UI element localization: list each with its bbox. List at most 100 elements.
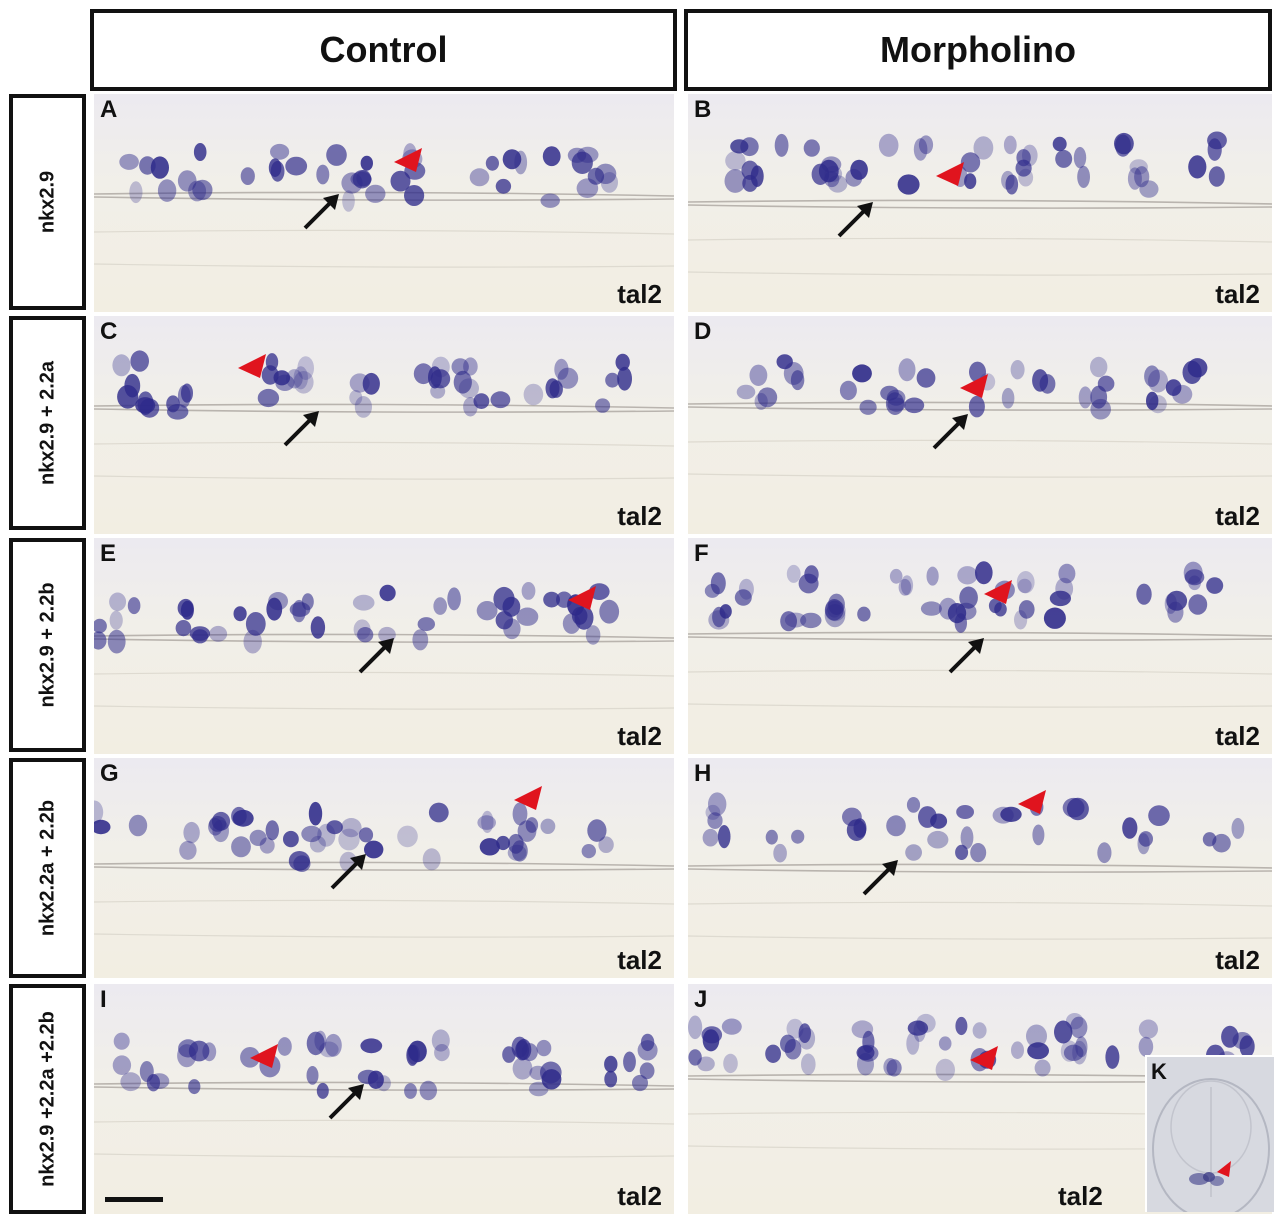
row-label-text: nkx2.9 +2.2a +2.2b bbox=[36, 1011, 58, 1187]
stained-cell bbox=[257, 388, 280, 408]
stained-cell bbox=[139, 156, 156, 175]
stained-cell bbox=[1165, 379, 1182, 396]
red-arrowhead-icon bbox=[1018, 790, 1046, 814]
stained-cell bbox=[1202, 832, 1217, 847]
row-label-1: nkx2.9 bbox=[9, 94, 86, 310]
stained-cell bbox=[1018, 600, 1035, 619]
panel-marker-label: tal2 bbox=[1215, 945, 1260, 975]
stained-cell bbox=[477, 815, 497, 830]
panel-marker-label: tal2 bbox=[1215, 721, 1260, 751]
stained-cell bbox=[94, 618, 107, 634]
stained-cell bbox=[240, 1047, 260, 1068]
stained-cell bbox=[784, 1038, 802, 1060]
stained-cell bbox=[723, 1053, 738, 1074]
stained-cell bbox=[604, 1070, 618, 1088]
stained-cell bbox=[316, 1082, 329, 1099]
stained-cell bbox=[268, 592, 288, 611]
stained-cell bbox=[94, 631, 107, 650]
red-arrowhead-icon bbox=[568, 586, 596, 610]
stained-cell bbox=[1062, 797, 1085, 818]
red-arrowhead-icon bbox=[250, 1044, 278, 1068]
stained-cell bbox=[326, 144, 347, 166]
stained-cell bbox=[585, 625, 601, 645]
stained-cell bbox=[293, 371, 314, 394]
stained-cell bbox=[1239, 1035, 1255, 1058]
stained-cell bbox=[357, 627, 374, 643]
stained-cell bbox=[453, 370, 472, 394]
stained-cell bbox=[632, 1074, 648, 1092]
stained-cell bbox=[525, 817, 539, 833]
panel-letter: E bbox=[100, 540, 117, 567]
stained-cell bbox=[245, 612, 266, 636]
micrograph-panel-d: D tal2 bbox=[688, 316, 1272, 534]
arrow-icon bbox=[952, 414, 968, 430]
row-label-text: nkx2.9 bbox=[36, 170, 58, 234]
arrow-icon bbox=[862, 866, 892, 896]
stained-cell bbox=[177, 598, 194, 618]
stained-cell bbox=[897, 174, 920, 195]
arrow-icon bbox=[857, 202, 873, 218]
panel-letter: J bbox=[694, 986, 708, 1013]
stained-cell bbox=[930, 813, 948, 829]
stained-cell bbox=[146, 1074, 160, 1092]
arrow-icon bbox=[948, 644, 978, 674]
stained-cell bbox=[397, 825, 418, 848]
column-header-morpholino: Morpholino bbox=[684, 9, 1272, 91]
stained-cell bbox=[428, 802, 449, 823]
panel-letter: A bbox=[100, 96, 118, 123]
stained-cell bbox=[927, 830, 949, 849]
stained-cell bbox=[507, 844, 527, 861]
red-arrowhead-icon bbox=[514, 786, 542, 810]
stained-cell bbox=[955, 1016, 968, 1036]
stained-cell bbox=[458, 378, 479, 399]
stained-cell bbox=[604, 1055, 618, 1073]
stained-cell bbox=[600, 172, 618, 193]
stained-cell bbox=[349, 390, 363, 406]
stained-cell bbox=[1032, 369, 1049, 392]
stained-cell bbox=[288, 851, 310, 871]
stained-cell bbox=[390, 170, 411, 192]
stained-cell bbox=[277, 1037, 292, 1056]
stained-cell bbox=[708, 792, 727, 816]
stained-cell bbox=[1182, 360, 1202, 384]
stained-cell bbox=[757, 387, 778, 408]
micrograph-image bbox=[94, 143, 674, 268]
stained-cell bbox=[193, 143, 207, 161]
stained-cell bbox=[599, 599, 620, 624]
stained-cell bbox=[341, 818, 362, 838]
stained-cell bbox=[231, 836, 251, 858]
micrograph-image bbox=[688, 354, 1272, 478]
stained-cell bbox=[109, 610, 123, 630]
arrow-icon bbox=[303, 200, 333, 230]
stained-cell bbox=[1032, 824, 1045, 846]
stained-cell bbox=[1063, 1044, 1084, 1061]
stained-cell bbox=[285, 156, 308, 176]
stained-cell bbox=[721, 1018, 742, 1035]
micrograph-panel-i: I tal2 bbox=[94, 984, 674, 1214]
stained-cell bbox=[1183, 561, 1203, 584]
scale-bar bbox=[105, 1197, 163, 1202]
stained-cell bbox=[127, 597, 141, 615]
stained-cell bbox=[773, 843, 787, 863]
stained-cell bbox=[935, 1058, 955, 1081]
stained-cell bbox=[742, 174, 758, 192]
column-header-control: Control bbox=[90, 9, 677, 91]
stained-cell bbox=[688, 1015, 703, 1040]
stained-cell bbox=[495, 611, 513, 630]
stained-cell bbox=[1049, 590, 1071, 607]
stained-cell bbox=[905, 844, 922, 861]
stained-cell bbox=[1018, 168, 1034, 187]
stained-cell bbox=[1184, 569, 1205, 586]
stained-cell bbox=[139, 398, 160, 418]
arrow-icon bbox=[323, 194, 339, 210]
micrograph-panel-b: B tal2 bbox=[688, 94, 1272, 312]
stained-cell bbox=[798, 1023, 811, 1043]
stained-cell bbox=[801, 1053, 816, 1076]
stained-cell bbox=[266, 597, 283, 621]
stained-cell bbox=[365, 184, 386, 203]
stained-cell bbox=[233, 606, 247, 622]
stained-cell bbox=[1090, 385, 1108, 409]
stained-cell bbox=[1206, 577, 1224, 594]
stained-cell bbox=[1166, 590, 1188, 611]
stained-cell bbox=[824, 171, 840, 188]
